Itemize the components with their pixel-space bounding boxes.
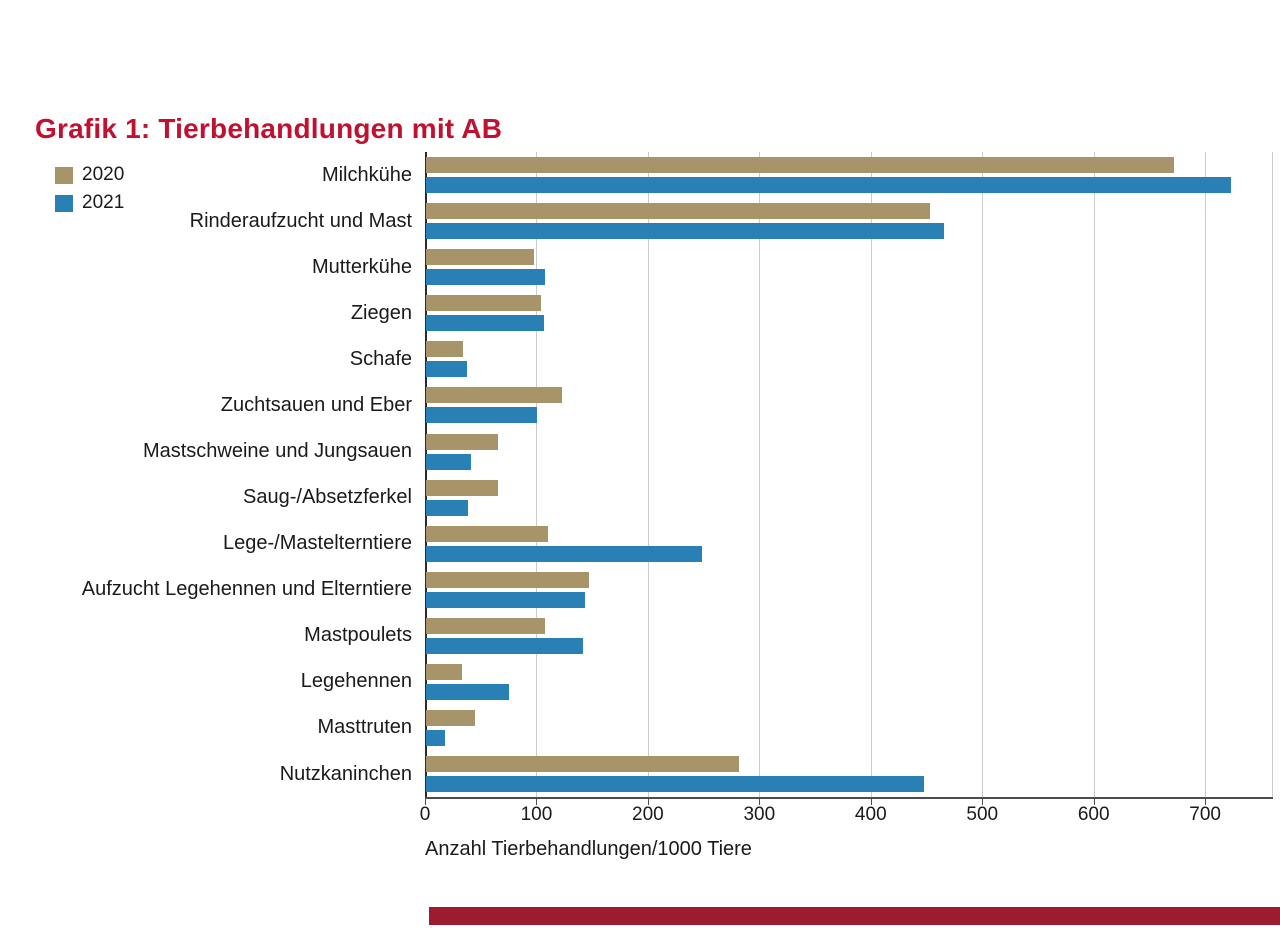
bar-row [426, 198, 1272, 244]
bar-2020 [426, 295, 541, 312]
gridline [759, 152, 761, 797]
category-label: Mastschweine und Jungsauen [142, 440, 412, 462]
category-label: Aufzucht Legehennen und Elterntiere [81, 578, 412, 601]
bar-2021 [426, 729, 445, 746]
bar-2020 [426, 709, 475, 726]
bar-row [426, 244, 1272, 290]
x-tick-label: 300 [743, 804, 776, 825]
category-label: Rinderaufzucht und Mast [189, 209, 412, 232]
bar-2020 [426, 387, 562, 404]
bar-row [426, 382, 1272, 428]
x-tick [1205, 799, 1207, 805]
category-label: Masttruten [317, 716, 412, 739]
bar-row [426, 751, 1272, 797]
bar-2021 [426, 453, 471, 470]
gridline [870, 152, 872, 797]
x-tick [759, 799, 761, 805]
bar-rows [426, 152, 1272, 797]
bar-2021 [426, 177, 1231, 194]
bar-2020 [426, 341, 463, 358]
bar-2021 [426, 637, 583, 654]
x-tick-label: 600 [1077, 804, 1110, 825]
category-label: Zuchtsauen und Eber [220, 393, 412, 416]
legend-label-2020: 2020 [82, 164, 125, 185]
category-label: Nutzkaninchen [279, 762, 412, 785]
legend: 2020 2021 [55, 161, 124, 217]
x-tick-label: 100 [520, 804, 553, 825]
y-axis-line [425, 152, 427, 797]
bar-2020 [426, 756, 739, 773]
bar-2020 [426, 203, 931, 220]
legend-item-2021: 2021 [55, 189, 124, 217]
bar-2020 [426, 249, 534, 266]
bar-2020 [426, 617, 546, 634]
bar-2021 [426, 223, 944, 240]
gridline [1272, 152, 1273, 797]
bar-2020 [426, 571, 589, 588]
x-tick-label: 200 [632, 804, 664, 825]
bar-row [426, 613, 1272, 659]
category-label: Ziegen [350, 301, 412, 324]
gridline [536, 152, 538, 797]
category-labels: Milchkühe Rinderaufzucht und Mast Mutterkü… [0, 152, 412, 797]
bar-2020 [426, 479, 499, 496]
category-label: Mutterkühe [311, 255, 412, 278]
x-tick-labels: 0 100 200 300 400 500 600 700 [420, 804, 1272, 828]
bar-2021 [426, 407, 538, 424]
gridline [1205, 152, 1207, 797]
bar-2020 [426, 157, 1175, 174]
x-tick-label: 0 [419, 804, 431, 825]
bar-2021 [426, 269, 546, 286]
gridline [1093, 152, 1095, 797]
bar-2021 [426, 315, 544, 332]
chart-title: Grafik 1: Tierbehandlungen mit AB [35, 112, 503, 144]
x-tick [425, 799, 426, 805]
bar-2021 [426, 683, 510, 700]
x-axis-line [425, 797, 1273, 799]
bar-row [426, 152, 1272, 198]
legend-item-2020: 2020 [55, 161, 124, 189]
gridline [982, 152, 984, 797]
category-label: Milchkühe [321, 163, 412, 186]
x-tick-label: 400 [854, 804, 887, 825]
x-tick [536, 799, 538, 805]
footer-bar [429, 907, 1280, 925]
legend-swatch-2021 [55, 194, 73, 212]
gridline [647, 152, 649, 797]
category-label: Mastpoulets [304, 624, 412, 647]
category-label: Schafe [349, 347, 412, 370]
category-label: Saug-/Absetzferkel [243, 486, 412, 509]
x-tick [1093, 799, 1095, 805]
bar-2020 [426, 433, 499, 450]
bar-row [426, 475, 1272, 521]
bar-2021 [426, 591, 586, 608]
bar-row [426, 521, 1272, 567]
bar-2020 [426, 663, 462, 680]
bar-2020 [426, 525, 549, 542]
bar-2021 [426, 499, 469, 516]
x-axis-title: Anzahl Tierbehandlungen/1000 Tiere [425, 838, 752, 860]
bar-row [426, 705, 1272, 751]
x-tick-label: 500 [966, 804, 999, 825]
x-tick-label: 700 [1189, 804, 1221, 825]
bar-row [426, 659, 1272, 705]
x-tick [647, 799, 649, 805]
bar-2021 [426, 545, 703, 562]
legend-label-2021: 2021 [82, 192, 125, 213]
x-tick [870, 799, 872, 805]
bar-row [426, 336, 1272, 382]
plot-area [425, 152, 1273, 797]
bar-row [426, 567, 1272, 613]
legend-swatch-2020 [55, 166, 73, 184]
category-label: Legehennen [300, 670, 412, 693]
bar-2021 [426, 361, 468, 378]
bar-2021 [426, 776, 924, 793]
bar-row [426, 290, 1272, 336]
bar-row [426, 428, 1272, 474]
category-label: Lege-/Mastelterntiere [223, 532, 412, 555]
x-tick [982, 799, 984, 805]
